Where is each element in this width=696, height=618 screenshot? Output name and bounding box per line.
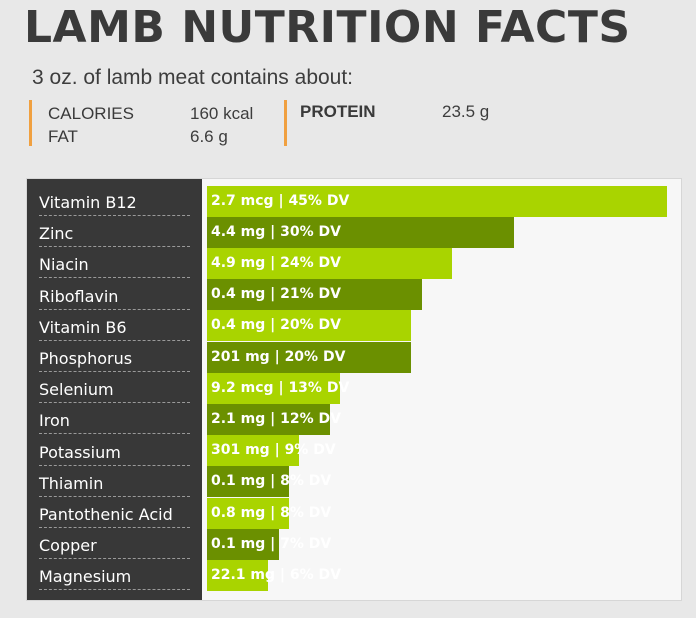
category-label: Riboflavin <box>39 279 190 310</box>
category-label: Phosphorus <box>39 341 190 372</box>
data-label: 2.7 mcg | 45% DV <box>211 192 350 209</box>
bar-area: 2.7 mcg | 45% DV 4.4 mg | 30% DV 4.9 mg | … <box>27 179 681 600</box>
nutrient-label-panel: Vitamin B12 Zinc Niacin Riboflavin Vitamin B… <box>27 179 202 600</box>
category-label: Magnesium <box>39 559 190 591</box>
data-label: 22.1 mg | 6% DV <box>211 566 341 583</box>
data-label: 4.9 mg | 24% DV <box>211 254 341 271</box>
fat-label: FAT <box>48 127 78 146</box>
category-label: Potassium <box>39 435 190 466</box>
category-label: Iron <box>39 403 190 435</box>
page-title: LAMB NUTRITION FACTS <box>24 2 631 53</box>
data-bar: 0.8 mg | 8% DV <box>207 497 331 529</box>
data-bar: 2.1 mg | 12% DV <box>207 403 341 435</box>
data-bar: 2.7 mcg | 45% DV <box>207 185 667 217</box>
data-bar: 4.4 mg | 30% DV <box>207 216 514 248</box>
category-label: Selenium <box>39 372 190 404</box>
data-label: 0.1 mg | 8% DV <box>211 473 332 490</box>
category-label: Niacin <box>39 247 190 279</box>
data-bar: 4.9 mg | 24% DV <box>207 247 453 279</box>
data-label: 0.1 mg | 7% DV <box>211 535 332 552</box>
data-label: 0.4 mg | 20% DV <box>211 317 341 334</box>
stats-divider-right <box>284 100 287 146</box>
category-label: Pantothenic Acid <box>39 497 190 528</box>
data-label: 0.8 mg | 8% DV <box>211 504 332 521</box>
data-bar: 301 mg | 9% DV <box>207 435 336 467</box>
data-label: 9.2 mcg | 13% DV <box>211 379 350 396</box>
category-label: Copper <box>39 528 190 560</box>
category-label: Vitamin B6 <box>39 310 190 341</box>
data-label: 2.1 mg | 12% DV <box>211 410 341 427</box>
nutrient-chart: Vitamin B12 Zinc Niacin Riboflavin Vitamin B… <box>26 178 682 601</box>
data-label: 4.4 mg | 30% DV <box>211 223 341 240</box>
calories-label: CALORIES <box>48 104 134 123</box>
calories-value: 160 kcal <box>190 104 254 123</box>
data-bar: 9.2 mcg | 13% DV <box>207 372 349 404</box>
category-label: Zinc <box>39 216 190 248</box>
data-bar: 22.1 mg | 6% DV <box>207 559 341 591</box>
category-label: Vitamin B12 <box>39 185 190 216</box>
subtitle: 3 oz. of lamb meat contains about: <box>32 66 354 89</box>
protein-value: 23.5 g <box>442 102 490 121</box>
data-label: 301 mg | 9% DV <box>211 442 336 459</box>
data-bar: 201 mg | 20% DV <box>207 341 412 373</box>
category-label: Thiamin <box>39 466 190 497</box>
data-bar: 0.4 mg | 20% DV <box>207 310 412 342</box>
protein-label: PROTEIN <box>300 102 376 121</box>
data-bar: 0.1 mg | 8% DV <box>207 466 331 498</box>
fat-value: 6.6 g <box>190 127 228 146</box>
data-label: 0.4 mg | 21% DV <box>211 286 341 303</box>
data-label: 201 mg | 20% DV <box>211 348 346 365</box>
data-bar: 0.1 mg | 7% DV <box>207 528 331 560</box>
data-bar: 0.4 mg | 21% DV <box>207 279 422 311</box>
stats-divider-left <box>29 100 32 146</box>
